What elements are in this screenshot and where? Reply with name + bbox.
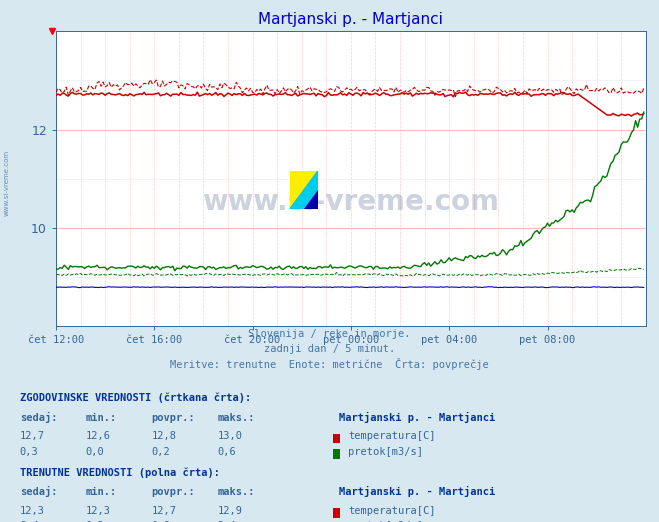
Text: maks.:: maks.: [217, 413, 255, 423]
Text: 12,8: 12,8 [152, 431, 177, 441]
Text: povpr.:: povpr.: [152, 488, 195, 497]
Text: 13,0: 13,0 [217, 431, 243, 441]
Text: Meritve: trenutne  Enote: metrične  Črta: povprečje: Meritve: trenutne Enote: metrične Črta: … [170, 358, 489, 370]
Text: maks.:: maks.: [217, 488, 255, 497]
Text: 0,2: 0,2 [86, 521, 104, 522]
Polygon shape [304, 190, 318, 209]
Text: 12,7: 12,7 [20, 431, 45, 441]
Text: sedaj:: sedaj: [20, 412, 57, 423]
Text: 12,3: 12,3 [20, 506, 45, 516]
Text: 0,2: 0,2 [152, 447, 170, 457]
Text: 12,6: 12,6 [86, 431, 111, 441]
Text: min.:: min.: [86, 413, 117, 423]
Text: 2,4: 2,4 [217, 521, 236, 522]
Text: TRENUTNE VREDNOSTI (polna črta):: TRENUTNE VREDNOSTI (polna črta): [20, 467, 219, 478]
Text: 2,4: 2,4 [20, 521, 38, 522]
Text: www.si-vreme.com: www.si-vreme.com [3, 150, 10, 216]
Text: Martjanski p. - Martjanci: Martjanski p. - Martjanci [339, 487, 496, 497]
Text: temperatura[C]: temperatura[C] [348, 431, 436, 441]
Text: 12,7: 12,7 [152, 506, 177, 516]
Text: 12,9: 12,9 [217, 506, 243, 516]
Text: min.:: min.: [86, 488, 117, 497]
Text: Martjanski p. - Martjanci: Martjanski p. - Martjanci [339, 412, 496, 423]
Polygon shape [290, 171, 318, 209]
Polygon shape [290, 171, 318, 209]
Text: temperatura[C]: temperatura[C] [348, 506, 436, 516]
Text: 0,0: 0,0 [86, 447, 104, 457]
Text: pretok[m3/s]: pretok[m3/s] [348, 447, 423, 457]
Text: pretok[m3/s]: pretok[m3/s] [348, 521, 423, 522]
Text: www.si-vreme.com: www.si-vreme.com [202, 188, 500, 217]
Text: ZGODOVINSKE VREDNOSTI (črtkana črta):: ZGODOVINSKE VREDNOSTI (črtkana črta): [20, 393, 251, 403]
Text: 0,3: 0,3 [20, 447, 38, 457]
Text: 12,3: 12,3 [86, 506, 111, 516]
Text: sedaj:: sedaj: [20, 487, 57, 497]
Title: Martjanski p. - Martjanci: Martjanski p. - Martjanci [258, 13, 444, 27]
Text: 0,6: 0,6 [217, 447, 236, 457]
Text: Slovenija / reke in morje.: Slovenija / reke in morje. [248, 329, 411, 339]
Text: zadnji dan / 5 minut.: zadnji dan / 5 minut. [264, 345, 395, 354]
Text: povpr.:: povpr.: [152, 413, 195, 423]
Text: 0,6: 0,6 [152, 521, 170, 522]
